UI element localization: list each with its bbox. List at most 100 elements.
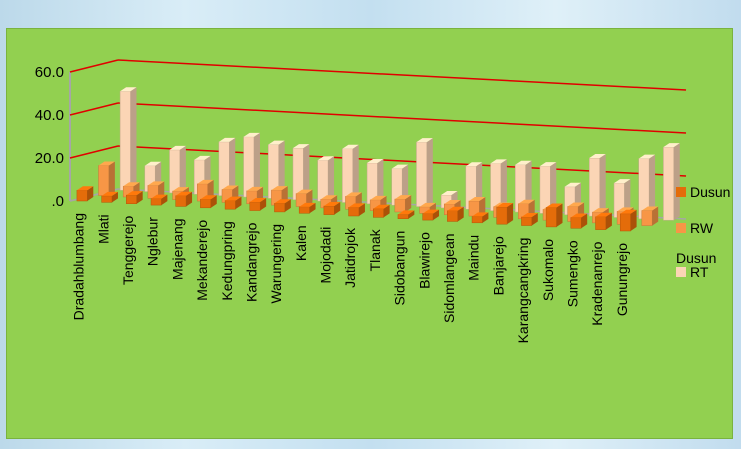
bar-front	[224, 200, 236, 210]
bar-side	[630, 209, 637, 231]
bar-top	[271, 186, 288, 191]
bar-dusun	[570, 213, 588, 229]
bar-front	[98, 165, 110, 196]
bar-front	[175, 195, 187, 207]
bar-side	[402, 164, 409, 206]
bar-top	[299, 202, 316, 207]
bar-top	[345, 192, 362, 197]
bar-side	[673, 143, 680, 221]
bar-dusun	[545, 203, 563, 228]
bar-rt	[243, 132, 260, 198]
bar-rt	[169, 145, 186, 194]
bar-top	[194, 155, 211, 160]
bar-dusun	[274, 199, 291, 213]
bar-side	[556, 203, 563, 227]
bar-top	[518, 199, 535, 204]
category-label: Sukomalo	[540, 239, 556, 301]
bar-side	[309, 202, 316, 214]
bar-rt	[119, 87, 137, 191]
bar-dusun	[447, 206, 464, 222]
bar-top	[320, 195, 338, 200]
bar-side	[652, 206, 659, 226]
y-axis-ticks: 60.0 40.0 20.0 .0	[35, 64, 64, 210]
bar-rt	[589, 154, 606, 217]
bar-side	[260, 197, 267, 211]
bar-top	[641, 206, 659, 211]
bar-front	[641, 210, 653, 226]
legend-swatch	[676, 187, 686, 197]
bar-top	[120, 87, 137, 92]
bar-front	[200, 198, 212, 209]
bar-top	[447, 206, 464, 211]
bar-top	[274, 199, 291, 204]
bar-front	[595, 216, 607, 230]
bar-top	[200, 195, 217, 200]
bar-rt	[539, 162, 557, 214]
bar-top	[468, 197, 486, 202]
bar-side	[531, 212, 538, 226]
bar-side	[130, 87, 137, 191]
bar-top	[243, 132, 260, 137]
bar-rt	[268, 140, 285, 199]
bar-front	[150, 198, 162, 206]
bar-dusun	[150, 194, 168, 206]
bar-front	[394, 198, 406, 213]
legend-item: RW	[690, 220, 714, 236]
bar-side	[161, 194, 168, 206]
bar-front	[317, 160, 329, 202]
bar-side	[306, 189, 313, 207]
bar-top	[249, 197, 267, 202]
bar-dusun	[619, 209, 637, 232]
bar-front	[348, 207, 360, 217]
bar-top	[444, 199, 461, 204]
bar-top	[490, 159, 507, 164]
bar-side	[605, 212, 612, 230]
bar-front	[447, 210, 458, 222]
legend-item: RT	[690, 264, 709, 280]
bar-top	[391, 164, 409, 169]
bar-top	[348, 203, 365, 208]
bar-front	[570, 217, 582, 229]
bar-rt	[317, 156, 335, 202]
bar-top	[419, 202, 436, 207]
category-label: Mekanderejo	[194, 220, 210, 301]
y-tick-label: 40.0	[35, 107, 64, 124]
category-label: Kradenanrejo	[589, 241, 605, 325]
bar-top	[441, 191, 458, 196]
bar-top	[416, 138, 433, 143]
bar-top	[342, 144, 359, 149]
bar-front	[496, 206, 508, 225]
bar-rt	[416, 138, 433, 207]
bar-front	[373, 208, 384, 218]
gridline-depth	[69, 145, 119, 159]
bar-side	[284, 199, 291, 212]
category-label: Mojodadi	[318, 227, 334, 284]
bar-side	[649, 154, 656, 219]
bar-side	[599, 154, 606, 217]
bar-top	[98, 161, 115, 166]
bar-dusun	[249, 197, 267, 211]
legend-item: Dusun	[676, 250, 716, 266]
bar-dusun	[471, 212, 489, 224]
legend-swatch	[676, 223, 686, 233]
bar-side	[108, 161, 115, 196]
bar-front	[521, 216, 533, 226]
bar-top	[246, 186, 264, 191]
bar-front	[323, 205, 335, 215]
bar-side	[158, 181, 165, 199]
bar-side	[525, 160, 532, 213]
category-label: Kalen	[293, 225, 309, 261]
bar-top	[147, 181, 165, 186]
bar-side	[186, 191, 193, 207]
bar-top	[296, 189, 313, 194]
bar-top	[472, 212, 489, 217]
bar-dusun	[175, 191, 193, 207]
bar-top	[564, 182, 582, 187]
bar-dusun	[76, 186, 94, 202]
bars	[76, 87, 680, 232]
bar-top	[101, 191, 118, 196]
bar-rw	[147, 181, 165, 199]
